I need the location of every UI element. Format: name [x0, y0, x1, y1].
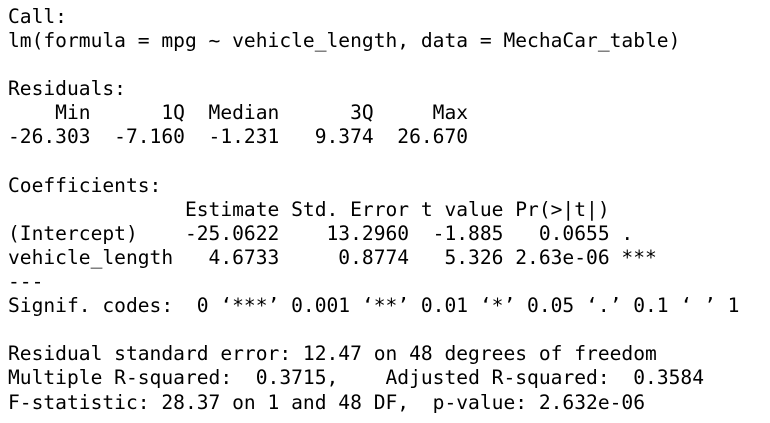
residual-standard-error: Residual standard error: 12.47 on 48 deg…: [8, 342, 657, 366]
call-formula: lm(formula = mpg ~ vehicle_length, data …: [8, 29, 681, 53]
signif-codes-legend: Signif. codes: 0 ‘***’ 0.001 ‘**’ 0.01 ‘…: [8, 294, 740, 318]
residuals-header: Residuals:: [8, 77, 126, 101]
call-header: Call:: [8, 5, 67, 28]
r-console-output: Call: lm(formula = mpg ~ vehicle_length,…: [8, 5, 768, 415]
residuals-column-headers: Min 1Q Median 3Q Max: [8, 101, 480, 125]
separator-line: ---: [8, 270, 44, 294]
coefficient-row-intercept: (Intercept) -25.0622 13.2960 -1.885 0.06…: [8, 221, 657, 245]
f-statistic-line: F-statistic: 28.37 on 1 and 48 DF, p-val…: [8, 390, 646, 414]
blank-line: [8, 318, 768, 342]
r-squared-line: Multiple R-squared: 0.3715, Adjusted R-s…: [8, 366, 716, 390]
blank-line: [8, 53, 768, 77]
residuals-values: -26.303 -7.160 -1.231 9.374 26.670: [8, 125, 480, 149]
blank-line: [8, 150, 768, 174]
coefficients-column-headers: Estimate Std. Error t value Pr(>|t|): [8, 197, 657, 221]
coefficients-header: Coefficients:: [8, 173, 162, 197]
coefficient-row-vehicle-length: vehicle_length 4.6733 0.8774 5.326 2.63e…: [8, 245, 657, 269]
